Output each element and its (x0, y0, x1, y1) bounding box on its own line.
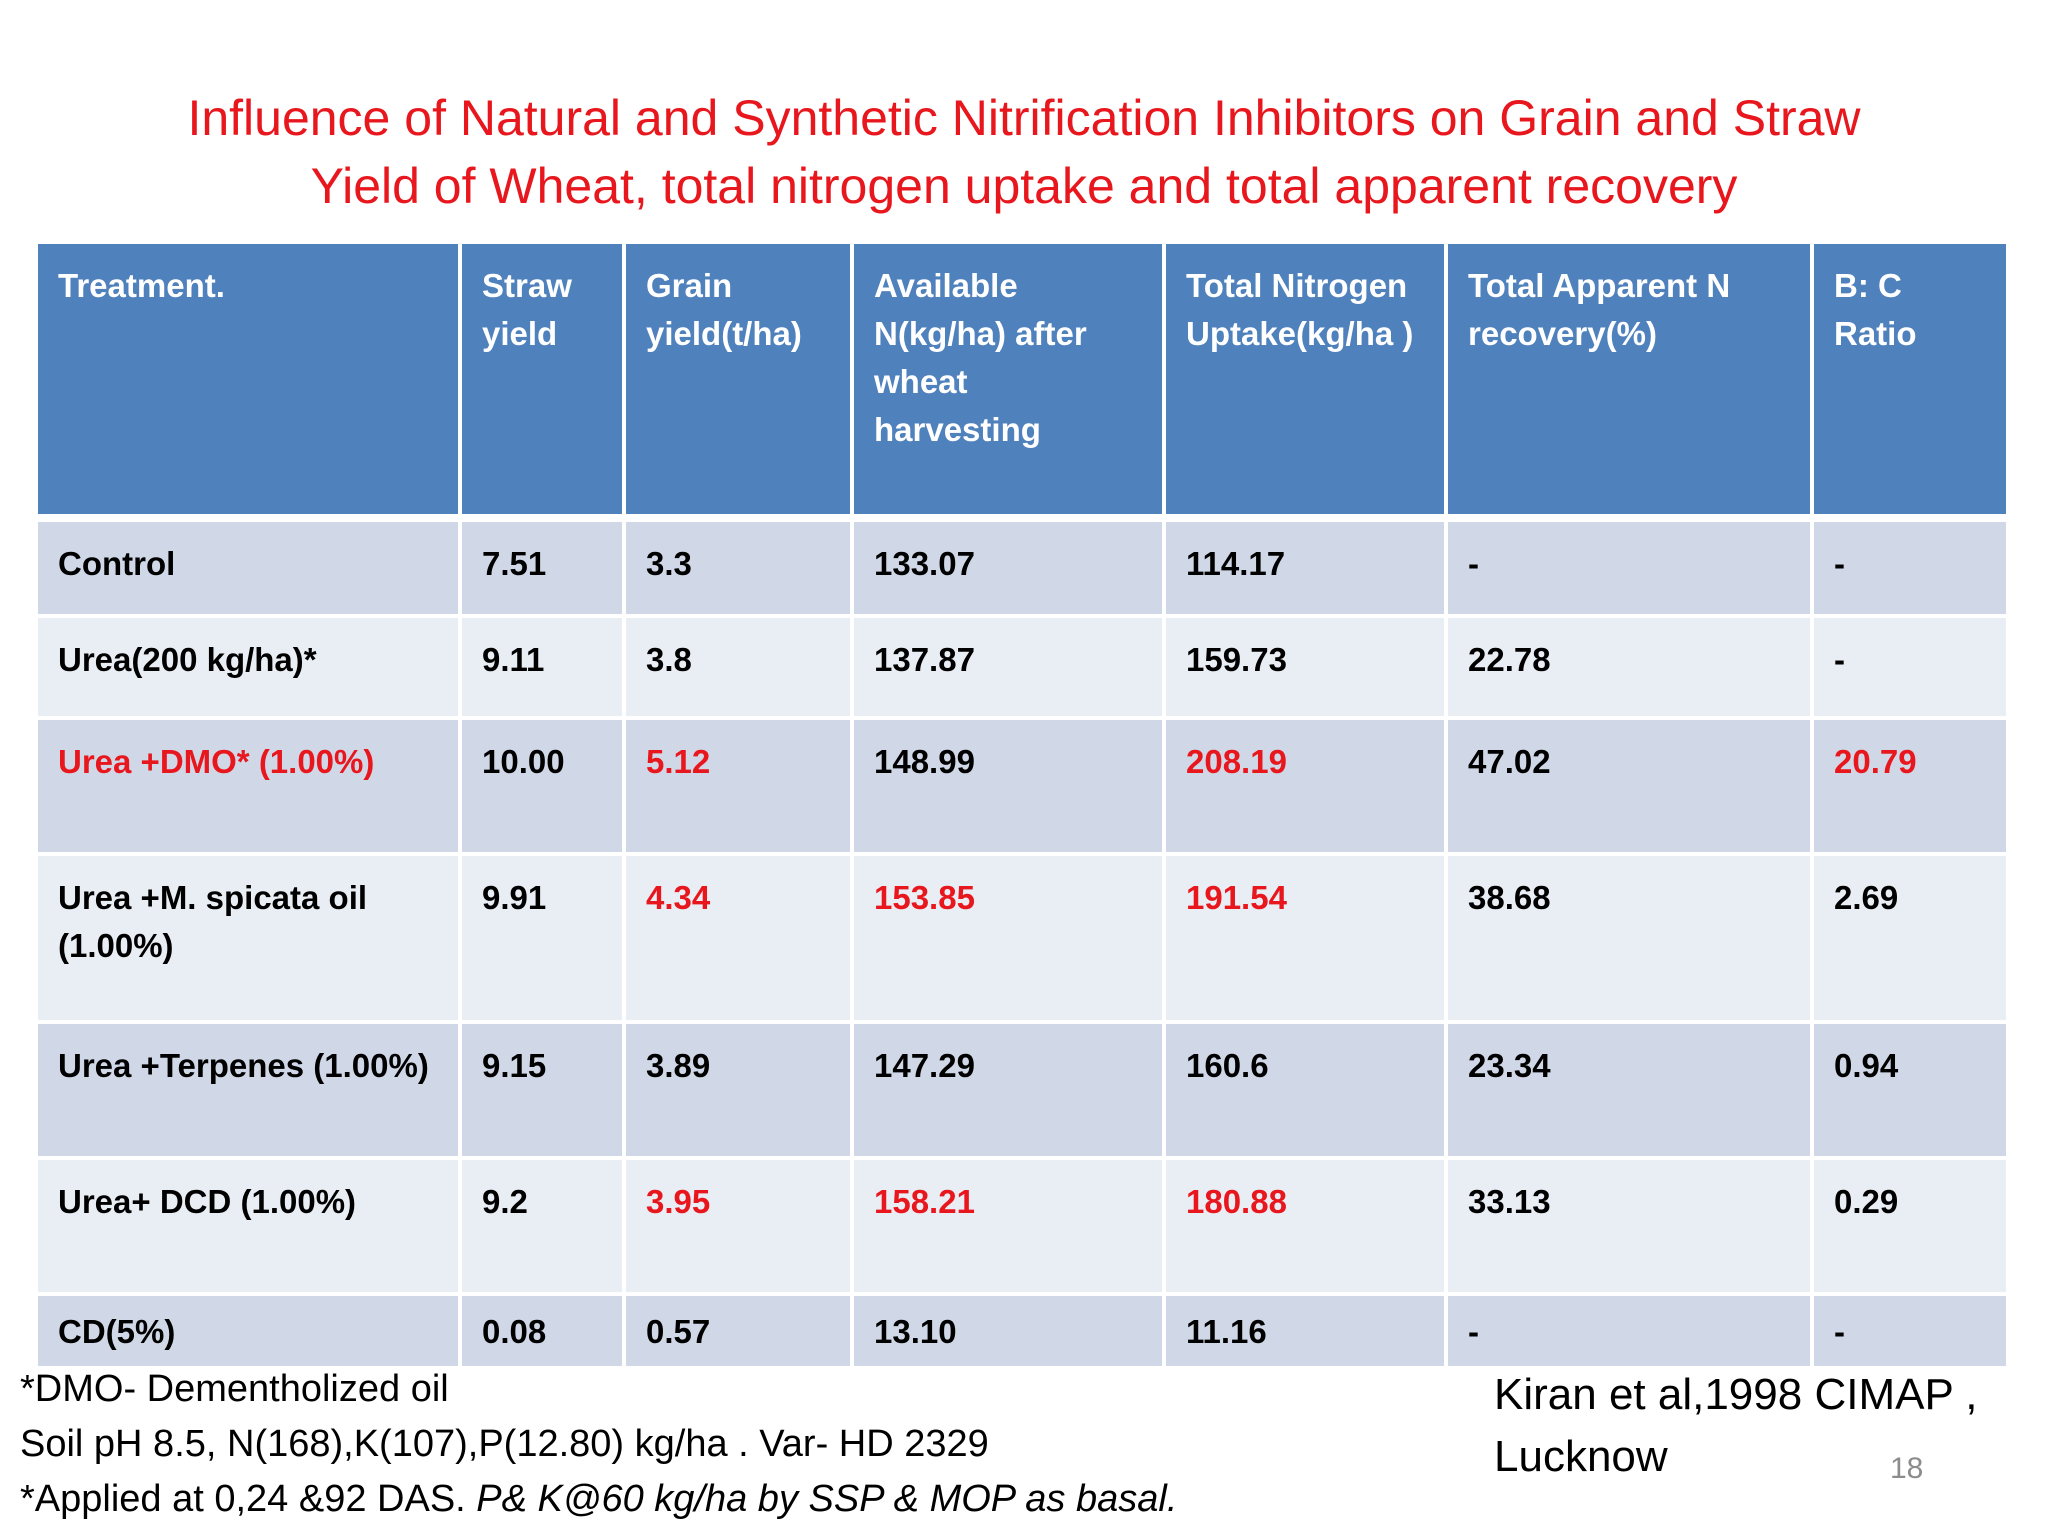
cell-total-n-uptake: 208.19 (1166, 720, 1444, 852)
cell-grain-yield: 3.8 (626, 618, 850, 716)
cell-bc-ratio: 0.94 (1814, 1024, 2006, 1156)
cell-total-n-uptake: 191.54 (1166, 856, 1444, 1020)
table-header-row: Treatment. Straw yield Grain yield(t/ha)… (38, 244, 2006, 514)
cell-straw-yield: 9.91 (462, 856, 622, 1020)
cell-apparent-recovery: 23.34 (1448, 1024, 1810, 1156)
header-grain-yield: Grain yield(t/ha) (626, 244, 850, 514)
slide-title-line-1: Influence of Natural and Synthetic Nitri… (187, 90, 1861, 146)
slide-title-line-2: Yield of Wheat, total nitrogen uptake an… (310, 158, 1738, 214)
cell-apparent-recovery: 38.68 (1448, 856, 1810, 1020)
cell-bc-ratio: - (1814, 518, 2006, 614)
footnote-basal-text: P& K@60 kg/ha by SSP & MOP as basal. (476, 1478, 1178, 1520)
header-bc-ratio: B: C Ratio (1814, 244, 2006, 514)
table-row: Urea +Terpenes (1.00%) 9.15 3.89 147.29 … (38, 1024, 2006, 1156)
header-available-n: Available N(kg/ha) after wheat harvestin… (854, 244, 1162, 514)
cell-bc-ratio: 0.29 (1814, 1160, 2006, 1292)
cell-bc-ratio: 20.79 (1814, 720, 2006, 852)
cell-available-n: 153.85 (854, 856, 1162, 1020)
cell-available-n: 158.21 (854, 1160, 1162, 1292)
cell-available-n: 13.10 (854, 1296, 1162, 1366)
cell-straw-yield: 9.11 (462, 618, 622, 716)
table-row: Urea +M. spicata oil (1.00%) 9.91 4.34 1… (38, 856, 2006, 1020)
cell-total-n-uptake: 159.73 (1166, 618, 1444, 716)
cell-total-n-uptake: 114.17 (1166, 518, 1444, 614)
cell-available-n: 137.87 (854, 618, 1162, 716)
table-row: Urea(200 kg/ha)* 9.11 3.8 137.87 159.73 … (38, 618, 2006, 716)
table-row: CD(5%) 0.08 0.57 13.10 11.16 - - (38, 1296, 2006, 1366)
citation: Kiran et al,1998 CIMAP , Lucknow (1494, 1364, 1977, 1488)
cell-treatment: CD(5%) (38, 1296, 458, 1366)
table-row: Urea +DMO* (1.00%) 10.00 5.12 148.99 208… (38, 720, 2006, 852)
header-total-n-uptake: Total Nitrogen Uptake(kg/ha ) (1166, 244, 1444, 514)
cell-total-n-uptake: 180.88 (1166, 1160, 1444, 1292)
cell-straw-yield: 0.08 (462, 1296, 622, 1366)
cell-straw-yield: 9.15 (462, 1024, 622, 1156)
results-table: Treatment. Straw yield Grain yield(t/ha)… (34, 240, 2010, 1370)
cell-treatment: Urea +DMO* (1.00%) (38, 720, 458, 852)
cell-total-n-uptake: 11.16 (1166, 1296, 1444, 1366)
cell-grain-yield: 3.89 (626, 1024, 850, 1156)
cell-treatment: Urea +Terpenes (1.00%) (38, 1024, 458, 1156)
cell-total-n-uptake: 160.6 (1166, 1024, 1444, 1156)
table-row: Urea+ DCD (1.00%) 9.2 3.95 158.21 180.88… (38, 1160, 2006, 1292)
cell-grain-yield: 3.3 (626, 518, 850, 614)
cell-grain-yield: 4.34 (626, 856, 850, 1020)
footnotes: *DMO- Dementholized oil Soil pH 8.5, N(1… (20, 1362, 1177, 1527)
cell-straw-yield: 7.51 (462, 518, 622, 614)
table-row: Control 7.51 3.3 133.07 114.17 - - (38, 518, 2006, 614)
cell-available-n: 133.07 (854, 518, 1162, 614)
citation-line-1: Kiran et al,1998 CIMAP , (1494, 1370, 1978, 1419)
cell-treatment: Control (38, 518, 458, 614)
cell-available-n: 148.99 (854, 720, 1162, 852)
footnote-application: *Applied at 0,24 &92 DAS. P& K@60 kg/ha … (20, 1472, 1177, 1527)
cell-treatment: Urea+ DCD (1.00%) (38, 1160, 458, 1292)
cell-treatment: Urea(200 kg/ha)* (38, 618, 458, 716)
header-treatment: Treatment. (38, 244, 458, 514)
cell-treatment: Urea +M. spicata oil (1.00%) (38, 856, 458, 1020)
cell-straw-yield: 10.00 (462, 720, 622, 852)
header-apparent-recovery: Total Apparent N recovery(%) (1448, 244, 1810, 514)
cell-apparent-recovery: - (1448, 1296, 1810, 1366)
cell-straw-yield: 9.2 (462, 1160, 622, 1292)
cell-bc-ratio: 2.69 (1814, 856, 2006, 1020)
cell-apparent-recovery: 33.13 (1448, 1160, 1810, 1292)
cell-apparent-recovery: - (1448, 518, 1810, 614)
cell-apparent-recovery: 47.02 (1448, 720, 1810, 852)
cell-bc-ratio: - (1814, 1296, 2006, 1366)
citation-line-2: Lucknow (1494, 1432, 1668, 1481)
cell-apparent-recovery: 22.78 (1448, 618, 1810, 716)
cell-grain-yield: 3.95 (626, 1160, 850, 1292)
header-straw-yield: Straw yield (462, 244, 622, 514)
footnote-application-text: *Applied at 0,24 &92 DAS. (20, 1478, 477, 1520)
footnote-soil: Soil pH 8.5, N(168),K(107),P(12.80) kg/h… (20, 1423, 989, 1465)
slide-number: 18 (1890, 1452, 1924, 1485)
cell-grain-yield: 0.57 (626, 1296, 850, 1366)
slide-title: Influence of Natural and Synthetic Nitri… (60, 84, 1988, 220)
cell-bc-ratio: - (1814, 618, 2006, 716)
footnote-dmo: *DMO- Dementholized oil (20, 1368, 449, 1410)
cell-grain-yield: 5.12 (626, 720, 850, 852)
cell-available-n: 147.29 (854, 1024, 1162, 1156)
